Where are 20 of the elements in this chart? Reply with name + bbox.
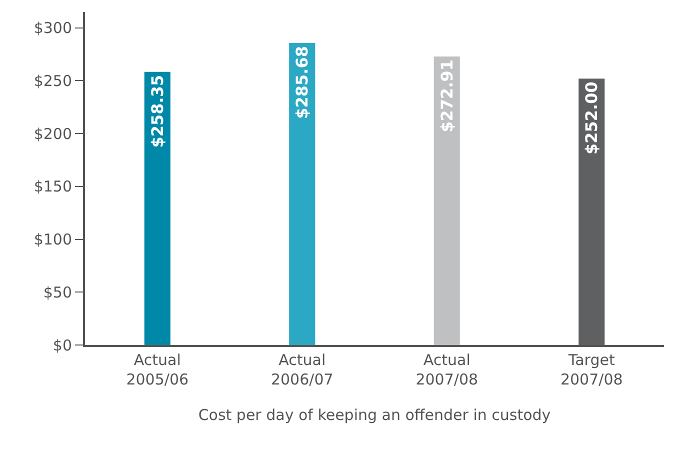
bar	[578, 78, 605, 345]
x-axis-title: Cost per day of keeping an offender in custody	[198, 406, 551, 424]
bar	[144, 72, 170, 345]
y-tick-label: $200	[34, 124, 72, 143]
y-tick-label: $100	[34, 230, 72, 249]
y-tick-label: $50	[43, 283, 72, 302]
x-tick-label: Actual 2005/06	[126, 351, 189, 388]
data-label: $258.35	[148, 74, 167, 148]
x-tick-label: Target 2007/08	[560, 351, 623, 388]
data-label: $252.00	[582, 82, 602, 154]
y-tick-label: $300	[34, 19, 72, 38]
x-tick-label: Actual 2006/07	[270, 351, 334, 388]
bar	[289, 43, 316, 345]
y-tick-label: $0	[52, 336, 72, 354]
data-label: $285.68	[292, 46, 312, 119]
y-tick-label: $250	[34, 72, 72, 90]
x-tick-label: Actual 2007/08	[416, 351, 478, 388]
y-tick-label: $150	[34, 178, 72, 196]
data-label: $272.91	[437, 60, 456, 132]
bar	[434, 56, 460, 345]
